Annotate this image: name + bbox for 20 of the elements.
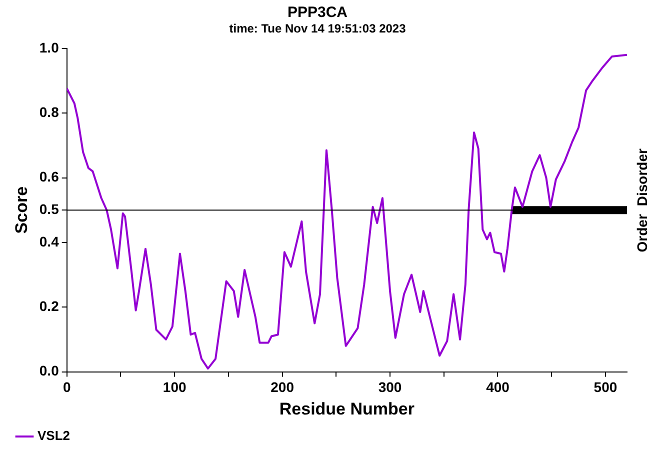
x-axis-title: Residue Number	[279, 399, 415, 418]
y-tick-label: 0.2	[39, 298, 60, 314]
chart-subtitle: time: Tue Nov 14 19:51:03 2023	[229, 22, 406, 36]
legend-label: VSL2	[38, 428, 70, 444]
text: Disorder	[634, 148, 650, 206]
y-tick-label: 0.4	[39, 233, 60, 250]
y-tick-label: 1.0	[39, 39, 60, 56]
y-tick-label: 0.8	[39, 104, 60, 120]
chart-title: PPP3CA	[287, 4, 348, 22]
y-tick-label: 0.6	[39, 168, 60, 185]
x-tick-label: 0	[62, 379, 71, 396]
x-tick-label: 200	[270, 379, 294, 396]
y-axis-title: Score	[12, 186, 31, 234]
y-tick-label: 0.5	[39, 200, 60, 217]
x-tick-label: 500	[594, 379, 618, 396]
x-tick-label: 400	[486, 379, 510, 396]
y-tick-label: 0.0	[39, 362, 60, 379]
x-tick-label: 300	[378, 379, 402, 396]
x-tick-label: 100	[162, 379, 186, 396]
text: Order	[634, 214, 650, 252]
